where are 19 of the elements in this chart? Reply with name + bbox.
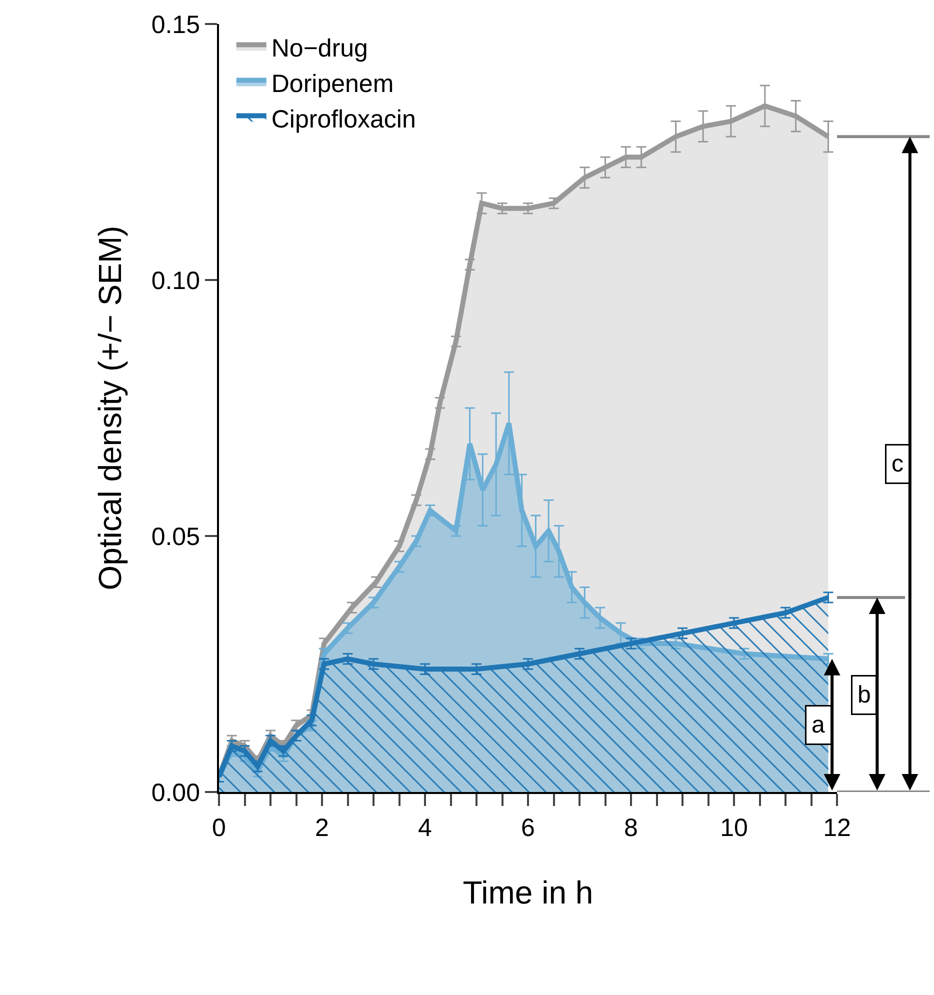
- text: c: [892, 450, 904, 478]
- x-tick-label: 10: [720, 814, 748, 842]
- x-tick-label: 12: [823, 814, 851, 842]
- x-tick-label: 0: [212, 814, 226, 842]
- y-tick-label: 0.00: [151, 778, 200, 807]
- annotation: a: [812, 712, 826, 738]
- y-tick-label: 0.10: [151, 266, 200, 295]
- y-tick-label: 0.05: [151, 522, 200, 551]
- legend-label: Ciprofloxacin: [271, 106, 416, 134]
- x-tick-label: 8: [624, 814, 638, 842]
- x-tick-label: 2: [315, 814, 329, 842]
- y-tick-label: 0.15: [151, 10, 200, 39]
- y-axis-title: Optical density (+/− SEM): [92, 226, 128, 590]
- x-tick-label: 4: [418, 814, 432, 842]
- text: b: [858, 682, 871, 708]
- legend-label: No−drug: [271, 34, 368, 62]
- x-axis-title: Time in h: [462, 874, 594, 910]
- x-tick-label: 6: [521, 814, 535, 842]
- legend-label: Doripenem: [271, 70, 394, 98]
